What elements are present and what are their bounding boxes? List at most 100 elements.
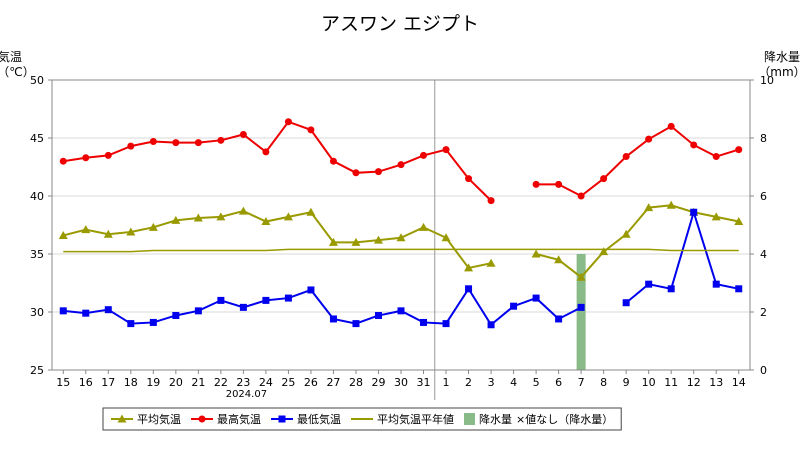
- x-tick-label: 29: [371, 376, 385, 389]
- x-tick-label: 12: [687, 376, 701, 389]
- data-point: [284, 118, 292, 126]
- data-point: [577, 303, 585, 311]
- x-tick-label: 21: [191, 376, 205, 389]
- data-point: [148, 222, 158, 231]
- data-point: [59, 307, 67, 315]
- x-tick-label: 28: [349, 376, 363, 389]
- series-line: [625, 208, 739, 304]
- legend-marker: [278, 415, 286, 423]
- right-tick-label: 10: [760, 74, 774, 87]
- data-point: [487, 197, 495, 205]
- precipitation-bar: [576, 254, 586, 370]
- data-point: [149, 137, 157, 145]
- data-point: [58, 230, 68, 239]
- left-tick-label: 40: [30, 190, 44, 203]
- data-point: [622, 299, 630, 307]
- x-tick-label: 19: [146, 376, 160, 389]
- data-point: [103, 229, 113, 238]
- data-point: [239, 131, 247, 139]
- legend-label: 最高気温: [217, 412, 261, 426]
- data-point: [465, 175, 473, 183]
- left-axis-label: 気温: [0, 49, 22, 64]
- data-point: [644, 203, 654, 212]
- data-point: [328, 237, 338, 246]
- data-point: [531, 249, 541, 258]
- data-point: [82, 309, 90, 317]
- x-tick-label: 16: [79, 376, 93, 389]
- x-tick-label: 9: [623, 376, 630, 389]
- data-point: [127, 142, 135, 150]
- data-point: [149, 318, 157, 326]
- data-point: [441, 233, 451, 242]
- x-tick-label: 11: [664, 376, 678, 389]
- data-point: [239, 303, 247, 311]
- data-point: [464, 263, 474, 272]
- data-point: [667, 122, 675, 130]
- right-tick-label: 4: [760, 248, 767, 261]
- x-tick-label: 2: [465, 376, 472, 389]
- data-point: [262, 148, 270, 156]
- data-point: [172, 139, 180, 147]
- data-point: [307, 126, 315, 134]
- data-point: [59, 157, 67, 165]
- series-line: [535, 204, 739, 279]
- data-point: [420, 318, 428, 326]
- data-point: [127, 320, 135, 328]
- x-tick-label: 10: [642, 376, 656, 389]
- x-tick-label: 7: [578, 376, 585, 389]
- x-tick-label: 17: [101, 376, 115, 389]
- legend-label: 平均気温平年値: [377, 412, 454, 426]
- data-point: [217, 136, 225, 144]
- legend-marker: [198, 415, 206, 423]
- left-tick-label: 25: [30, 364, 44, 377]
- data-point: [104, 306, 112, 314]
- series-line: [536, 125, 740, 198]
- x-tick-label: 20: [169, 376, 183, 389]
- data-point: [216, 212, 226, 221]
- data-point: [306, 207, 316, 216]
- right-axis-unit: （mm）: [758, 65, 800, 79]
- data-point: [532, 180, 540, 188]
- data-point: [486, 258, 496, 267]
- data-point: [711, 212, 721, 221]
- left-tick-label: 45: [30, 132, 44, 145]
- data-point: [283, 212, 293, 221]
- series-line: [63, 286, 582, 327]
- x-tick-label: 6: [555, 376, 562, 389]
- x-tick-label: 15: [56, 376, 70, 389]
- data-point: [104, 151, 112, 159]
- data-point: [465, 285, 473, 293]
- right-tick-label: 8: [760, 132, 767, 145]
- legend-label: 降水量: [479, 412, 512, 426]
- data-point: [82, 154, 90, 162]
- data-point: [735, 285, 743, 293]
- data-point: [397, 161, 405, 169]
- data-point: [554, 255, 564, 264]
- x-tick-label: 24: [259, 376, 273, 389]
- data-point: [194, 307, 202, 315]
- legend: 平均気温 最高気温 最低気温 平均気温平年値 降水量 ×値なし（降水量）: [102, 407, 622, 431]
- data-point: [442, 146, 450, 154]
- left-tick-label: 35: [30, 248, 44, 261]
- data-point: [599, 247, 609, 256]
- data-point: [352, 320, 360, 328]
- data-point: [577, 192, 585, 200]
- x-tick-label: 30: [394, 376, 408, 389]
- left-tick-label: 30: [30, 306, 44, 319]
- x-tick-label: 4: [510, 376, 517, 389]
- x-tick-label: 3: [488, 376, 495, 389]
- right-tick-label: 6: [760, 190, 767, 203]
- data-point: [621, 229, 631, 238]
- x-tick-label: 26: [304, 376, 318, 389]
- right-tick-label: 0: [760, 364, 767, 377]
- data-point: [442, 320, 450, 328]
- series-line: [63, 120, 492, 202]
- data-point: [194, 139, 202, 147]
- data-point: [487, 321, 495, 329]
- legend-swatch: [464, 413, 475, 425]
- data-point: [645, 280, 653, 288]
- data-point: [193, 213, 203, 222]
- left-tick-label: 50: [30, 74, 44, 87]
- x-tick-label: 8: [600, 376, 607, 389]
